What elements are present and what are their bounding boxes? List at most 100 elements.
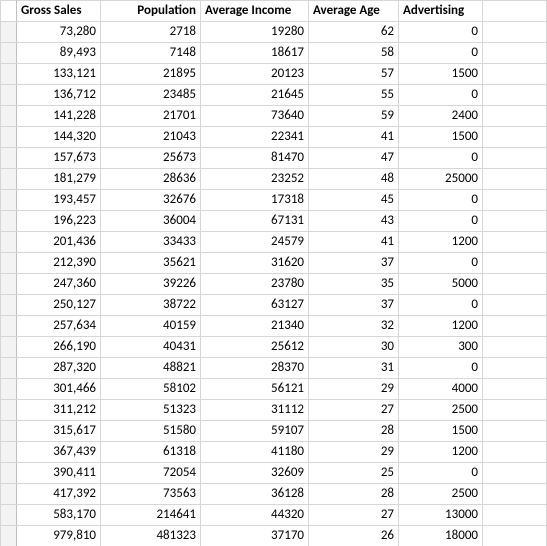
- cell-avg-age[interactable]: 48: [309, 169, 399, 190]
- cell-population[interactable]: 51323: [101, 400, 201, 421]
- cell-avg-age[interactable]: 43: [309, 211, 399, 232]
- empty-cell[interactable]: [483, 295, 547, 316]
- cell-gross-sales[interactable]: 250,127: [17, 295, 101, 316]
- cell-advertising[interactable]: 1200: [399, 316, 483, 337]
- cell-gross-sales[interactable]: 257,634: [17, 316, 101, 337]
- cell-population[interactable]: 73563: [101, 484, 201, 505]
- cell-population[interactable]: 21043: [101, 127, 201, 148]
- cell-avg-age[interactable]: 25: [309, 463, 399, 484]
- empty-cell[interactable]: [483, 526, 547, 546]
- cell-avg-age[interactable]: 47: [309, 148, 399, 169]
- cell-avg-income[interactable]: 22341: [201, 127, 309, 148]
- cell-avg-income[interactable]: 20123: [201, 64, 309, 85]
- cell-avg-income[interactable]: 23780: [201, 274, 309, 295]
- cell-population[interactable]: 28636: [101, 169, 201, 190]
- cell-advertising[interactable]: 0: [399, 463, 483, 484]
- cell-avg-income[interactable]: 17318: [201, 190, 309, 211]
- empty-cell[interactable]: [483, 127, 547, 148]
- cell-gross-sales[interactable]: 89,493: [17, 43, 101, 64]
- cell-gross-sales[interactable]: 367,439: [17, 442, 101, 463]
- empty-cell[interactable]: [483, 442, 547, 463]
- cell-population[interactable]: 23485: [101, 85, 201, 106]
- cell-population[interactable]: 51580: [101, 421, 201, 442]
- cell-advertising[interactable]: 1500: [399, 127, 483, 148]
- empty-header-cell[interactable]: [483, 1, 547, 22]
- cell-advertising[interactable]: 0: [399, 211, 483, 232]
- cell-gross-sales[interactable]: 196,223: [17, 211, 101, 232]
- cell-avg-age[interactable]: 30: [309, 337, 399, 358]
- cell-population[interactable]: 481323: [101, 526, 201, 546]
- cell-avg-age[interactable]: 26: [309, 526, 399, 546]
- cell-advertising[interactable]: 0: [399, 85, 483, 106]
- cell-advertising[interactable]: 0: [399, 358, 483, 379]
- cell-advertising[interactable]: 1200: [399, 442, 483, 463]
- cell-gross-sales[interactable]: 266,190: [17, 337, 101, 358]
- cell-avg-age[interactable]: 28: [309, 421, 399, 442]
- cell-advertising[interactable]: 13000: [399, 505, 483, 526]
- cell-population[interactable]: 39226: [101, 274, 201, 295]
- header-population[interactable]: Population: [101, 1, 201, 22]
- cell-avg-income[interactable]: 59107: [201, 421, 309, 442]
- empty-cell[interactable]: [483, 463, 547, 484]
- cell-gross-sales[interactable]: 157,673: [17, 148, 101, 169]
- cell-avg-age[interactable]: 29: [309, 379, 399, 400]
- cell-gross-sales[interactable]: 583,170: [17, 505, 101, 526]
- cell-avg-income[interactable]: 37170: [201, 526, 309, 546]
- cell-avg-income[interactable]: 21645: [201, 85, 309, 106]
- empty-cell[interactable]: [483, 421, 547, 442]
- empty-cell[interactable]: [483, 169, 547, 190]
- cell-avg-age[interactable]: 59: [309, 106, 399, 127]
- cell-advertising[interactable]: 0: [399, 253, 483, 274]
- cell-avg-age[interactable]: 41: [309, 232, 399, 253]
- cell-avg-income[interactable]: 41180: [201, 442, 309, 463]
- cell-population[interactable]: 58102: [101, 379, 201, 400]
- cell-population[interactable]: 32676: [101, 190, 201, 211]
- header-gross-sales[interactable]: Gross Sales: [17, 1, 101, 22]
- cell-gross-sales[interactable]: 73,280: [17, 22, 101, 43]
- header-advertising[interactable]: Advertising: [399, 1, 483, 22]
- cell-avg-income[interactable]: 31112: [201, 400, 309, 421]
- cell-avg-income[interactable]: 32609: [201, 463, 309, 484]
- cell-avg-income[interactable]: 24579: [201, 232, 309, 253]
- cell-avg-age[interactable]: 37: [309, 253, 399, 274]
- cell-advertising[interactable]: 5000: [399, 274, 483, 295]
- cell-population[interactable]: 21701: [101, 106, 201, 127]
- empty-cell[interactable]: [483, 484, 547, 505]
- cell-population[interactable]: 25673: [101, 148, 201, 169]
- cell-gross-sales[interactable]: 133,121: [17, 64, 101, 85]
- empty-cell[interactable]: [483, 148, 547, 169]
- empty-cell[interactable]: [483, 64, 547, 85]
- empty-cell[interactable]: [483, 316, 547, 337]
- cell-avg-age[interactable]: 55: [309, 85, 399, 106]
- cell-population[interactable]: 61318: [101, 442, 201, 463]
- cell-avg-age[interactable]: 31: [309, 358, 399, 379]
- cell-avg-income[interactable]: 67131: [201, 211, 309, 232]
- empty-cell[interactable]: [483, 211, 547, 232]
- cell-gross-sales[interactable]: 136,712: [17, 85, 101, 106]
- cell-gross-sales[interactable]: 301,466: [17, 379, 101, 400]
- cell-avg-age[interactable]: 28: [309, 484, 399, 505]
- cell-avg-age[interactable]: 27: [309, 400, 399, 421]
- cell-gross-sales[interactable]: 979,810: [17, 526, 101, 546]
- cell-population[interactable]: 7148: [101, 43, 201, 64]
- cell-population[interactable]: 36004: [101, 211, 201, 232]
- cell-avg-income[interactable]: 18617: [201, 43, 309, 64]
- cell-gross-sales[interactable]: 315,617: [17, 421, 101, 442]
- empty-cell[interactable]: [483, 379, 547, 400]
- cell-avg-age[interactable]: 32: [309, 316, 399, 337]
- cell-avg-age[interactable]: 29: [309, 442, 399, 463]
- cell-avg-income[interactable]: 25612: [201, 337, 309, 358]
- cell-avg-income[interactable]: 31620: [201, 253, 309, 274]
- cell-advertising[interactable]: 25000: [399, 169, 483, 190]
- cell-advertising[interactable]: 2400: [399, 106, 483, 127]
- cell-avg-income[interactable]: 28370: [201, 358, 309, 379]
- cell-advertising[interactable]: 1200: [399, 232, 483, 253]
- cell-avg-income[interactable]: 36128: [201, 484, 309, 505]
- cell-advertising[interactable]: 0: [399, 43, 483, 64]
- cell-avg-age[interactable]: 41: [309, 127, 399, 148]
- cell-avg-age[interactable]: 62: [309, 22, 399, 43]
- cell-gross-sales[interactable]: 311,212: [17, 400, 101, 421]
- cell-population[interactable]: 40159: [101, 316, 201, 337]
- header-avg-age[interactable]: Average Age: [309, 1, 399, 22]
- cell-gross-sales[interactable]: 181,279: [17, 169, 101, 190]
